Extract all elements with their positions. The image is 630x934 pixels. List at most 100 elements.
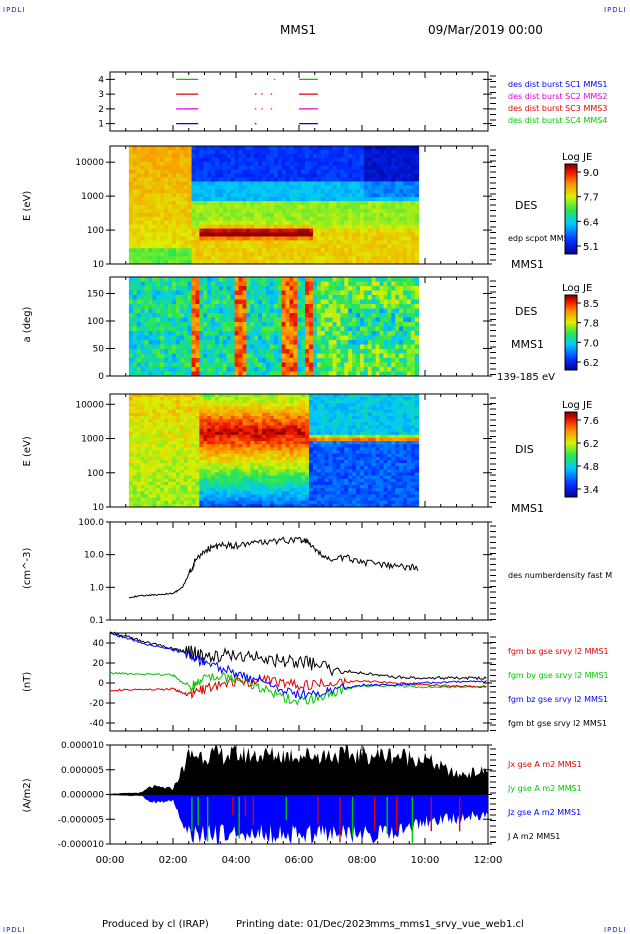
heatmap-cell [218,362,224,368]
heatmap-cell [164,161,169,167]
heatmap-cell [269,290,275,296]
heatmap-cell [199,447,204,451]
heatmap-cell [414,173,420,178]
heatmap-cell [238,193,243,198]
heatmap-cell [136,256,142,261]
heatmap-cell [395,146,400,151]
heatmap-cell [383,277,388,282]
dis-energy-heatmap [128,394,420,508]
heatmap-cell [258,205,263,210]
heatmap-cell [375,353,380,359]
heatmap-cell [238,236,243,241]
heatmap-cell [403,193,408,198]
heatmap-cell [140,331,145,336]
heatmap-cell [348,290,353,296]
heatmap-cell [387,299,392,305]
heatmap-cell [371,212,377,218]
heatmap-cell [395,197,400,202]
heatmap-cell [140,232,145,237]
heatmap-cell [164,189,169,194]
heatmap-cell [234,161,239,167]
heatmap-cell [387,248,392,253]
heatmap-cell [387,260,392,265]
heatmap-cell [226,344,232,350]
heatmap-cell [140,224,145,229]
heatmap-cell [399,252,404,257]
colorbar-segment [565,247,577,250]
heatmap-cell [340,146,345,151]
heatmap-cell [132,394,138,398]
heatmap-cell [297,290,302,296]
heatmap-cell [316,260,322,265]
heatmap-cell [332,358,337,363]
heatmap-cell [175,149,181,155]
heatmap-cell [140,478,145,483]
heatmap-cell [140,236,145,241]
heatmap-cell [238,169,243,174]
heatmap-cell [183,428,189,433]
heatmap-cell [226,349,232,354]
heatmap-cell [246,165,251,170]
heatmap-cell [234,344,239,350]
heatmap-cell [160,146,165,151]
heatmap-cell [254,165,259,170]
heatmap-cell [359,344,365,350]
heatmap-cell [132,281,138,287]
heatmap-cell [148,304,153,309]
heatmap-cell [215,224,220,229]
heatmap-cell [156,224,161,229]
heatmap-cell [281,340,286,345]
heatmap-cell [171,220,177,226]
heatmap-cell [242,353,247,359]
heatmap-cell [305,149,310,155]
heatmap-cell [344,256,349,261]
heatmap-cell [403,153,408,159]
heatmap-cell [403,248,408,253]
heatmap-cell [226,181,232,186]
heatmap-cell [414,212,420,218]
heatmap-cell [238,197,243,202]
heatmap-cell [363,248,369,253]
heatmap-cell [305,252,310,257]
heatmap-cell [375,362,380,368]
heatmap-cell [171,453,177,458]
heatmap-cell [348,371,353,377]
heatmap-cell [230,244,236,249]
heatmap-cell [285,248,290,253]
heatmap-cell [203,412,208,417]
heatmap-cell [128,185,134,190]
heatmap-cell [215,228,220,233]
heatmap-cell [262,153,267,159]
heatmap-cell [136,240,142,245]
heatmap-cell [156,491,161,495]
heatmap-cell [136,244,142,249]
heatmap-cell [203,344,208,350]
heatmap-cell [375,185,380,190]
heatmap-cell [356,358,361,363]
heatmap-cell [187,236,192,241]
heatmap-cell [230,216,236,222]
heatmap-cell [375,228,380,233]
heatmap-cell [383,228,388,233]
heatmap-cell [332,304,337,309]
heatmap-cell [403,340,408,345]
heatmap-cell [312,244,318,249]
heatmap-cell [277,281,283,287]
heatmap-cell [171,447,177,451]
heatmap-cell [352,157,357,163]
heatmap-cell [187,367,192,372]
heatmap-cell [309,299,314,305]
heatmap-cell [301,313,306,318]
heatmap-cell [230,181,236,186]
colorbar-segment [565,317,577,320]
heatmap-cell [273,181,279,186]
heatmap-cell [301,208,306,214]
heatmap-cell [152,281,157,287]
heatmap-cell [144,397,149,401]
heatmap-cell [148,146,153,151]
heatmap-cell [367,299,373,305]
heatmap-cell [391,317,396,323]
heatmap-cell [265,358,271,363]
heatmap-cell [179,422,185,426]
heatmap-cell [211,157,216,163]
